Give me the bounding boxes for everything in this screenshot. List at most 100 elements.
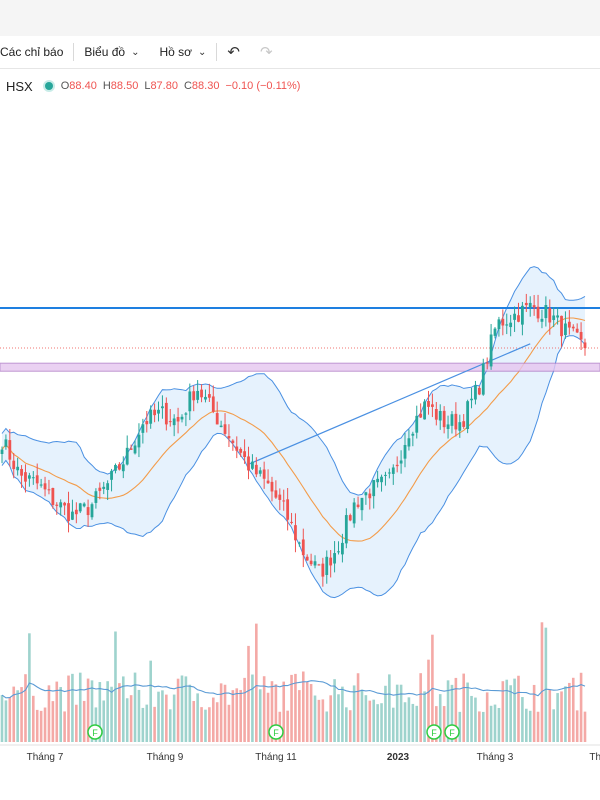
candle-body [337,551,340,553]
volume-bar [28,633,31,742]
candle-body [4,439,8,447]
candle-body [251,461,254,469]
candle-body [571,326,575,329]
volume-bar [231,690,235,742]
volume-bar [204,709,207,742]
volume-bar [51,701,55,742]
candle-body [168,421,172,423]
price-chart[interactable]: F F F F Tháng 7 Tháng 9 Tháng 11 2023 Tháng 3 Th… [0,95,600,800]
volume-bar [247,645,250,742]
volume-bar [513,678,516,742]
candle-body [35,475,39,484]
volume-bar [55,681,59,742]
candle-body [419,413,423,418]
toolbar-divider [216,43,218,61]
candle-body [450,414,454,426]
candle-body [20,468,23,476]
volume-bar [356,673,360,742]
candle-body [71,511,74,520]
candle-body [341,542,344,555]
ohlc-legend: HSX O 88.40 H 88.50 L 87.80 C 88.30 −0.10 (−… [0,77,306,95]
volume-bar [153,706,156,742]
candle-body [157,409,160,414]
candle-body [43,483,47,490]
low-key: L [144,80,151,92]
change-value: −0.10 (−0.11%) [225,80,301,92]
volume-bar [489,705,493,742]
volume-bar [505,679,509,742]
volume-bar [568,682,571,742]
volume-bar [286,710,289,742]
chart-toolbar: Các chỉ báo Biểu đồ ⌄ Hồ sơ ⌄ ↶ ↷ [0,36,600,69]
candle-body [266,480,270,484]
dividend-marker-icon [444,724,460,740]
candle-body [556,315,560,318]
volume-bar [552,709,555,742]
candle-body [31,477,35,479]
candle-body [423,401,426,420]
volume-bar [16,690,19,742]
redo-icon[interactable]: ↷ [259,44,273,61]
candle-body [235,446,239,451]
volume-bar [583,711,587,742]
candle-body [47,489,51,491]
x-tick-label: Tháng 3 [477,752,514,763]
profile-menu-button[interactable]: Hồ sơ ⌄ [149,36,216,68]
volume-bar [423,691,426,742]
candle-body [172,418,176,426]
candle-body [540,318,544,322]
candle-body [411,433,415,436]
volume-bar [419,673,422,742]
volume-bar [528,710,532,742]
volume-bar [137,689,141,742]
candle-body [438,411,442,421]
candle-body [274,490,278,498]
volume-bar [90,680,94,742]
chart-menu-button[interactable]: Biểu đồ ⌄ [74,36,149,68]
volume-bar [294,673,297,742]
candle-body [239,448,243,453]
volume-bar [391,707,395,742]
candle-body [395,464,399,467]
volume-bar [415,705,419,742]
undo-icon[interactable]: ↶ [227,44,240,61]
indicators-button[interactable]: Các chỉ báo [0,36,73,68]
volume-bar [462,673,466,742]
volume-bar [333,679,336,742]
volume-bar [75,704,78,742]
volume-bar [544,627,548,742]
volume-bar [102,700,106,742]
candle-body [548,308,552,323]
volume-bar [125,698,129,742]
volume-bar [497,707,501,742]
volume-bar [8,697,12,742]
candle-body [133,445,137,454]
volume-bar [43,707,47,742]
candle-body [458,422,462,431]
candle-body [290,521,293,523]
volume-bar [47,685,51,742]
volume-bar [110,686,113,742]
candle-body [59,502,63,508]
candle-body [90,504,94,518]
volume-bar [262,676,266,742]
volume-bar [470,695,473,742]
volume-bar [376,704,379,742]
volume-bar [556,693,559,742]
candle-body [86,507,90,516]
volume-bar [282,681,286,742]
volume-bar [438,694,442,742]
candle-body [399,460,403,464]
high-key: H [102,80,111,92]
volume-bar [219,683,223,742]
candle-body [372,480,376,497]
volume-bar [161,690,164,742]
candle-body [380,476,383,483]
candle-body [121,464,125,472]
candle-body [384,474,387,476]
candle-body [348,515,352,521]
candle-body [403,444,407,459]
volume-bar [313,695,317,742]
candle-body [497,319,501,330]
candle-body [325,556,329,575]
